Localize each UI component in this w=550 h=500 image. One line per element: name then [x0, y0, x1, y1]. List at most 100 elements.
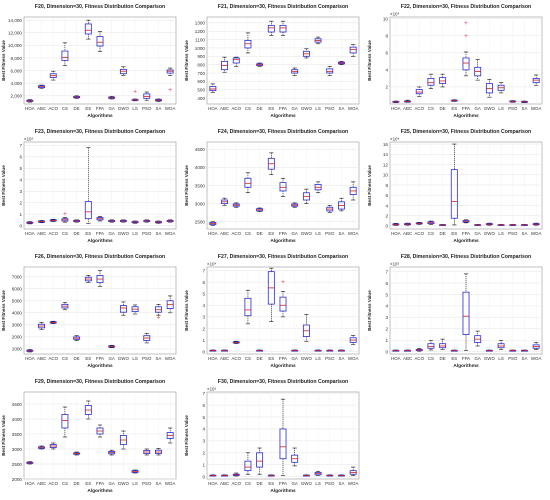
box-hoa [26, 349, 34, 353]
chart-panel-f21: 400 500 600 700 800 900 1000 1100 1200 1300 F21, D… [183, 0, 363, 122]
outlier-point: + [63, 212, 67, 218]
x-tick-label: LS [132, 106, 137, 111]
x-tick-label: FPA [462, 356, 470, 361]
x-tick-label: DE [74, 106, 80, 111]
box-ga [108, 449, 116, 456]
iqr-box [61, 50, 69, 61]
box-abc [221, 349, 228, 352]
box-aco [415, 347, 423, 352]
box-fpa: ++ [462, 21, 470, 77]
box-pso [143, 448, 151, 456]
box-fpa: + [279, 280, 287, 318]
x-axis-label: Algorithms [270, 238, 296, 244]
chart-title: F22, Dimension=30, Fitness Distribution … [401, 4, 531, 10]
box-cs [427, 339, 435, 351]
y-axis-label: Best Fitness Value [367, 290, 372, 331]
box-woa [349, 44, 357, 57]
box-woa [532, 74, 540, 86]
box-fpa [462, 219, 470, 224]
x-tick-label: ES [451, 356, 457, 361]
x-tick-label: HOA [208, 481, 218, 486]
y-axis-label: Best Fitness Value [367, 165, 372, 206]
box-de [256, 349, 264, 352]
box-ls [497, 339, 505, 350]
box-ls [314, 349, 322, 352]
y-tick-label: 5 [385, 292, 388, 297]
box-de [73, 451, 81, 456]
y-tick-label: 1200 [195, 29, 206, 34]
x-tick-label: ABC [220, 106, 229, 111]
y-tick-label: 6 [385, 281, 388, 286]
y-tick-label: 1 [19, 212, 22, 217]
x-tick-label: ACO [48, 481, 58, 486]
x-tick-label: HOA [25, 356, 35, 361]
x-tick-label: ES [451, 106, 457, 111]
box-abc [221, 56, 228, 73]
x-tick-label: ABC [403, 356, 412, 361]
x-axis-label: Algorithms [87, 488, 113, 494]
y-tick-label: 4 [385, 68, 388, 73]
box-sa [521, 349, 528, 352]
y-tick-label: 2 [19, 200, 22, 205]
x-tick-label: PSO [142, 106, 152, 111]
x-tick-label: FPA [279, 356, 287, 361]
x-tick-label: PSO [508, 356, 518, 361]
x-tick-label: LS [315, 231, 320, 236]
y-axis-label: Best Fitness Value [1, 40, 6, 81]
x-tick-label: FPA [279, 481, 287, 486]
y-tick-label: 16 [383, 142, 389, 147]
chart-panel-f29: 2000 2500 3000 3500 4000 4500 F29, Dimension=3… [0, 375, 180, 497]
x-tick-label: SA [339, 231, 345, 236]
x-tick-label: FPA [96, 231, 104, 236]
x-tick-label: ES [85, 481, 91, 486]
x-tick-label: CS [245, 356, 251, 361]
x-tick-label: ABC [220, 356, 229, 361]
box-fpa [96, 424, 104, 438]
x-axis-label: Algorithms [453, 363, 479, 369]
x-tick-label: LS [498, 231, 503, 236]
x-tick-label: ABC [403, 231, 412, 236]
y-tick-label: 6000 [12, 286, 23, 291]
x-tick-label: GWO [484, 356, 496, 361]
x-tick-label: SA [339, 106, 345, 111]
box-es [267, 267, 275, 322]
box-ga [474, 330, 482, 347]
x-tick-label: GA [109, 106, 115, 111]
x-tick-label: ACO [231, 356, 241, 361]
box-gwo [485, 78, 493, 98]
box-ga [108, 345, 116, 349]
box-ls [131, 469, 139, 474]
iqr-box [302, 50, 310, 57]
chart-svg: 1000 2000 3000 4000 5000 6000 7000 F26, Dimensi… [1, 254, 177, 369]
box-ls [314, 36, 322, 45]
x-tick-label: GA [292, 231, 298, 236]
iqr-box [302, 324, 310, 337]
y-tick-label: 1000 [195, 46, 206, 51]
x-tick-label: DE [74, 481, 80, 486]
iqr-box [267, 24, 275, 33]
box-gwo [119, 430, 127, 450]
box-gwo [119, 66, 127, 76]
x-axis-label: Algorithms [270, 363, 296, 369]
box-ls [314, 470, 322, 476]
y-tick-label: 800 [197, 62, 205, 67]
y-tick-label: 2000 [12, 477, 23, 482]
box-abc [38, 322, 45, 330]
y-tick-label: 14,000 [8, 18, 22, 23]
x-tick-label: GWO [484, 106, 496, 111]
y-axis-label: Best Fitness Value [184, 40, 189, 81]
y-tick-label: 3 [202, 439, 205, 444]
y-tick-label: 8 [385, 183, 388, 188]
box-es [267, 152, 275, 175]
iqr-box [279, 428, 287, 460]
x-axis-label: Algorithms [87, 113, 113, 119]
iqr-box [462, 220, 470, 223]
x-tick-label: WOA [348, 231, 359, 236]
x-tick-label: FPA [279, 106, 287, 111]
box-de [256, 447, 264, 475]
x-tick-label: ES [85, 106, 91, 111]
outlier-point: + [168, 88, 172, 94]
box-abc [38, 445, 45, 450]
